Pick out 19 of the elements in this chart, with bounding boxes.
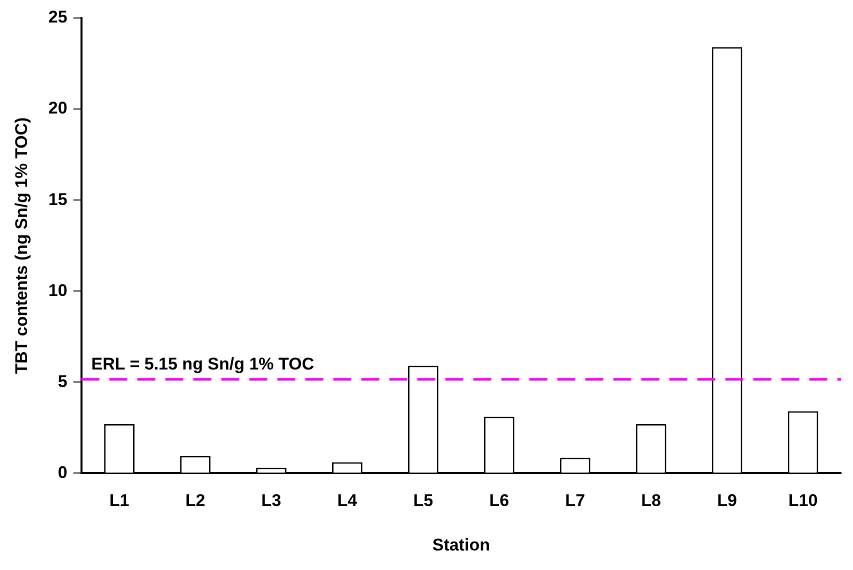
x-tick-label: L8 [641, 491, 661, 510]
y-tick-label: 20 [48, 98, 68, 118]
y-tick-label: 25 [48, 8, 68, 27]
x-tick-label: L4 [337, 491, 358, 510]
x-tick-label: L9 [717, 491, 737, 510]
y-tick-label: 10 [48, 280, 68, 300]
x-axis-title: Station [432, 535, 490, 554]
x-tick-label: L6 [489, 491, 510, 510]
x-tick-label: L7 [565, 491, 586, 510]
y-tick-label: 0 [58, 462, 68, 482]
x-tick-label: L1 [109, 491, 130, 510]
y-tick-label: 15 [48, 190, 68, 209]
x-tick-label: L2 [185, 491, 206, 510]
x-tick-label: L5 [413, 491, 434, 510]
y-tick-label: 5 [58, 372, 68, 391]
x-tick-label: L10 [788, 491, 818, 510]
ref-line-label: ERL = 5.15 ng Sn/g 1% TOC [91, 354, 314, 374]
x-tick-label: L3 [261, 491, 282, 510]
y-axis-title: TBT contents (ng Sn/g 1% TOC) [12, 117, 31, 374]
